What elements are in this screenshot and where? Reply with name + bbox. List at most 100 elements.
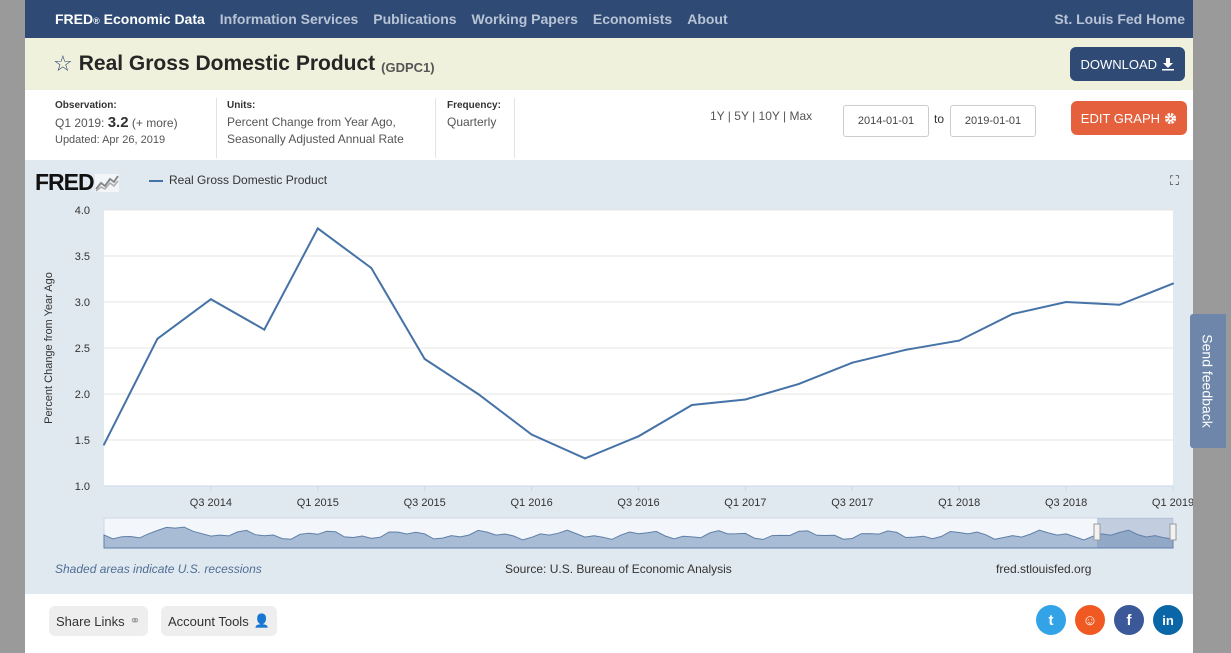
page: FRED® Economic Data Information Services… <box>25 0 1193 653</box>
y-tick-label: 3.5 <box>75 251 90 263</box>
recession-note: Shaded areas indicate U.S. recessions <box>55 562 262 576</box>
fred-brand-link[interactable]: FRED® Economic Data <box>55 11 205 27</box>
data-point <box>1172 282 1174 285</box>
start-date-input[interactable]: 2014-01-01 <box>843 105 929 137</box>
edit-graph-button[interactable]: EDIT GRAPH <box>1070 101 1187 135</box>
data-point <box>1011 312 1014 315</box>
y-tick-label: 1.0 <box>75 481 90 493</box>
date-range-shortcuts: 1Y | 5Y | 10Y | Max <box>710 109 813 123</box>
data-point <box>209 298 212 301</box>
data-point <box>477 393 480 395</box>
divider <box>216 98 217 158</box>
frequency-label: Frequency: <box>447 100 501 111</box>
range-10y[interactable]: 10Y <box>758 109 780 123</box>
favorite-star-icon[interactable]: ☆ <box>53 51 73 76</box>
send-feedback-tab[interactable]: Send feedback <box>1190 314 1226 448</box>
data-point <box>370 266 373 269</box>
nav-publications[interactable]: Publications <box>373 11 457 27</box>
site-url: fred.stlouisfed.org <box>996 562 1092 576</box>
frequency-block: Frequency: Quarterly <box>447 100 501 131</box>
linkedin-icon[interactable]: in <box>1153 605 1183 635</box>
legend-label: Real Gross Domestic Product <box>169 173 328 187</box>
account-tools-button[interactable]: Account Tools 👤 <box>161 606 277 636</box>
nav-working-papers[interactable]: Working Papers <box>471 11 578 27</box>
download-icon <box>1162 58 1174 71</box>
data-point <box>103 443 105 446</box>
y-tick-label: 4.0 <box>75 205 90 217</box>
nav-st-louis-fed-home[interactable]: St. Louis Fed Home <box>1054 11 1185 27</box>
download-button[interactable]: DOWNLOAD <box>1070 47 1185 81</box>
line-chart: 1.0 1.5 2.0 2.5 3.0 3.5 4.0 Q3 2014 Q1 2015 Q3 20… <box>43 205 1193 549</box>
divider <box>514 98 515 158</box>
data-source: Source: U.S. Bureau of Economic Analysis <box>505 562 732 576</box>
range-5y[interactable]: 5Y <box>734 109 749 123</box>
x-tick-label: Q1 2017 <box>724 497 766 509</box>
x-tick-label: Q1 2015 <box>297 497 339 509</box>
x-tick-label: Q3 2017 <box>831 497 873 509</box>
x-tick-label: Q1 2018 <box>938 497 980 509</box>
data-point <box>1065 301 1068 303</box>
data-point <box>637 435 640 438</box>
legend-swatch <box>149 180 163 182</box>
data-point <box>904 348 907 351</box>
x-tick-label: Q3 2018 <box>1045 497 1087 509</box>
x-tick-label: Q3 2016 <box>617 497 659 509</box>
observation-value: 3.2 <box>107 114 129 131</box>
series-meta-row: Observation: Q1 2019: 3.2 (+ more) Updat… <box>25 90 1193 160</box>
x-tick-label: Q3 2014 <box>190 497 232 509</box>
x-tick-label: Q3 2015 <box>404 497 446 509</box>
nav-information-services[interactable]: Information Services <box>219 11 359 27</box>
data-point <box>263 328 266 331</box>
divider <box>435 98 436 158</box>
units-label: Units: <box>227 100 256 111</box>
edit-graph-label: EDIT GRAPH <box>1080 110 1160 126</box>
data-point <box>690 404 693 407</box>
navigator-left-handle <box>1093 523 1101 541</box>
series-code: (GDPC1) <box>381 59 435 75</box>
data-point <box>423 358 426 361</box>
range-max[interactable]: Max <box>789 109 813 123</box>
series-title: Real Gross Domestic Product <box>78 52 376 75</box>
data-point <box>530 433 533 436</box>
updated-date: Updated: Apr 26, 2019 <box>55 134 166 146</box>
top-navigation: FRED® Economic Data Information Services… <box>25 0 1193 38</box>
units-block: Units: Percent Change from Year Ago, Sea… <box>227 100 404 148</box>
share-links-button[interactable]: Share Links ⚭ <box>49 606 148 636</box>
data-point <box>958 339 961 342</box>
x-tick-label: Q1 2016 <box>510 497 552 509</box>
user-icon: 👤 <box>253 613 270 628</box>
graph-area: FRED Real Gross Domestic Product ⛶ 1.0 1.… <box>25 160 1193 594</box>
navigator-series <box>103 526 1174 549</box>
reddit-icon[interactable]: ☺ <box>1075 605 1105 635</box>
observation-more-link[interactable]: (+ more) <box>131 116 178 130</box>
y-tick-label: 2.0 <box>75 389 90 401</box>
data-point <box>156 337 159 340</box>
data-point <box>1118 303 1121 306</box>
facebook-icon[interactable]: f <box>1114 605 1144 635</box>
fred-logo-chart-icon <box>94 174 119 192</box>
fred-logo: FRED <box>35 169 119 196</box>
navigator-selection <box>1097 518 1173 548</box>
series-title-bar: ☆ Real Gross Domestic Product (GDPC1) DO… <box>25 38 1193 90</box>
units-line-2: Seasonally Adjusted Annual Rate <box>227 132 404 146</box>
to-label: to <box>934 112 945 126</box>
y-tick-label: 3.0 <box>75 297 90 309</box>
end-date-input[interactable]: 2019-01-01 <box>950 105 1036 137</box>
data-point <box>584 457 587 460</box>
navigator-right-handle <box>1169 523 1177 541</box>
x-tick-label: Q1 2019 <box>1152 497 1193 509</box>
observation-label: Observation: <box>55 100 117 111</box>
range-1y[interactable]: 1Y <box>710 109 725 123</box>
nav-about[interactable]: About <box>687 11 728 27</box>
gear-icon <box>1164 112 1177 124</box>
nav-economists[interactable]: Economists <box>592 11 673 27</box>
link-icon: ⚭ <box>129 613 141 628</box>
fullscreen-icon[interactable]: ⛶ <box>1169 173 1179 188</box>
share-links-label: Share Links <box>56 613 125 629</box>
data-point <box>744 398 747 401</box>
y-axis-label: Percent Change from Year Ago <box>43 272 55 424</box>
y-tick-label: 1.5 <box>75 435 90 447</box>
frequency-value: Quarterly <box>447 115 497 129</box>
twitter-icon[interactable]: t <box>1036 605 1066 635</box>
data-point <box>797 382 800 385</box>
